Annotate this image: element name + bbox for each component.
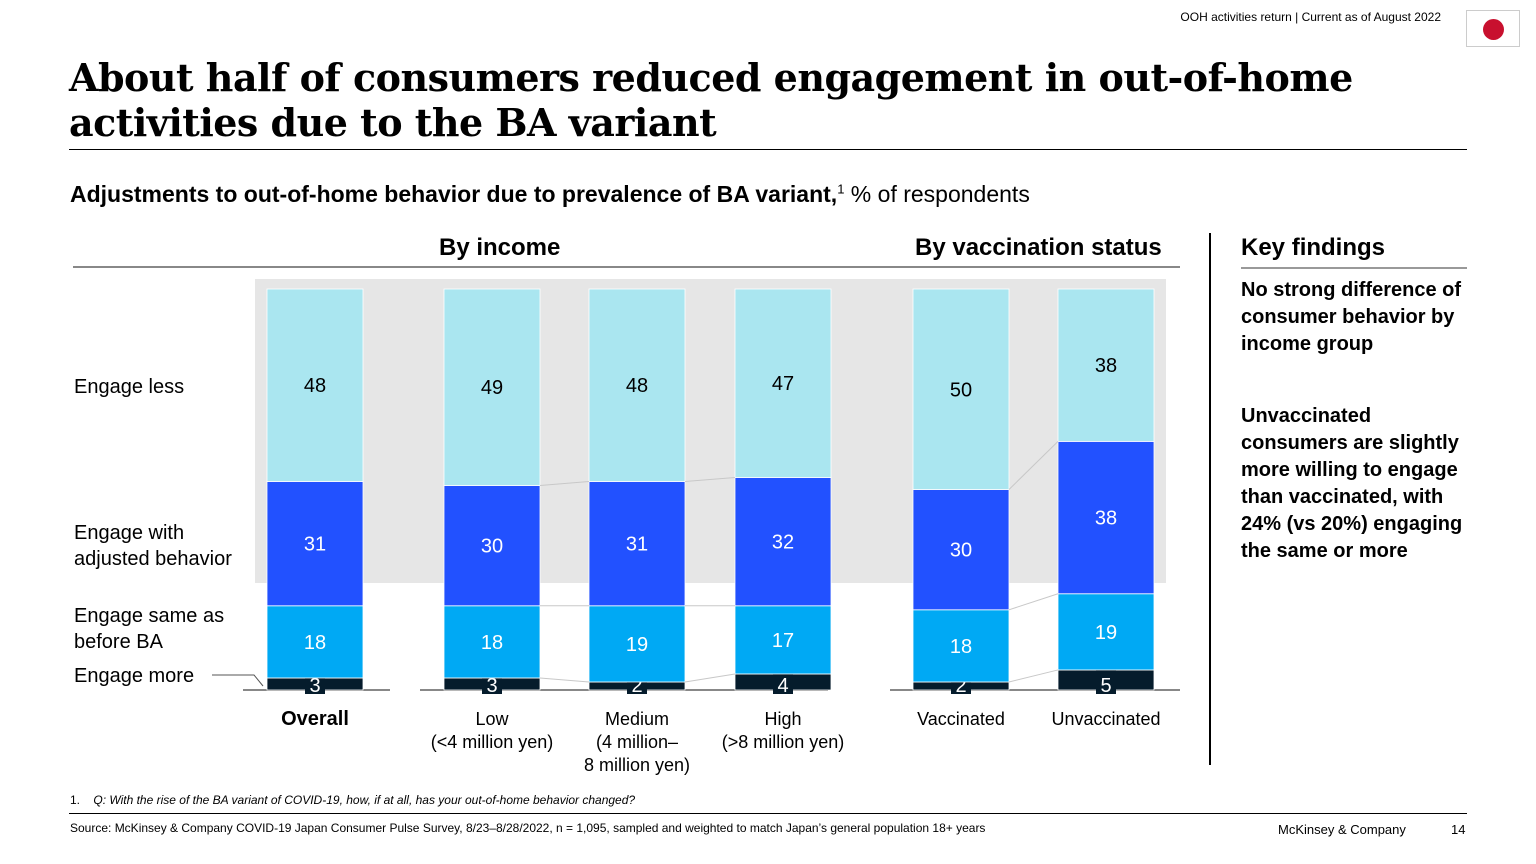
data-label: 17 [772, 630, 794, 652]
bar-segment [912, 288, 1010, 490]
data-label: 30 [950, 540, 972, 562]
data-label: 18 [481, 632, 503, 654]
bar-segment [588, 481, 686, 607]
bar-segment [734, 605, 832, 675]
data-label-box [1096, 668, 1116, 694]
key-findings-title: Key findings [1241, 234, 1386, 261]
shaded-band [255, 279, 1166, 583]
legend-engage-same: Engage same as before BA [74, 605, 225, 653]
brand-label: McKinsey & Company [1278, 822, 1406, 837]
connector-line [684, 673, 736, 683]
data-label: 19 [626, 634, 648, 656]
data-label: 49 [481, 377, 503, 399]
x-tick-label: Vaccinated [917, 709, 1005, 729]
key-finding-2: Unvaccinated consumers are slightly more… [1241, 405, 1463, 562]
data-label: 3 [309, 675, 320, 697]
bar-segment [266, 288, 364, 482]
connector-line [1008, 441, 1059, 490]
data-label: 48 [304, 375, 326, 397]
key-findings-rule [1241, 267, 1467, 269]
data-label: 2 [631, 675, 642, 697]
bar-segment [1057, 288, 1155, 442]
data-label: 4 [777, 675, 788, 697]
data-label: 38 [1095, 355, 1117, 377]
data-label: 48 [626, 375, 648, 397]
x-tick-label: Unvaccinated [1051, 709, 1161, 729]
connector-line [539, 480, 590, 486]
data-label: 31 [304, 534, 326, 556]
connector-line [1008, 669, 1059, 683]
data-label: 3 [486, 675, 497, 697]
group-header-vaccination: By vaccination status [915, 234, 1162, 261]
bar-segment [588, 605, 686, 683]
data-label: 2 [955, 675, 966, 697]
tracker-label: OOH activities return | Current as of Au… [1180, 10, 1441, 24]
footnote-number: 1. [70, 793, 81, 807]
subtitle-bold: Adjustments to out-of-home behavior due … [70, 181, 838, 207]
data-label: 18 [950, 636, 972, 658]
section-divider [1209, 233, 1211, 765]
data-label: 50 [950, 379, 972, 401]
footer-divider [69, 813, 1467, 814]
bar-segment [588, 288, 686, 482]
title-divider [69, 149, 1467, 150]
x-tick-label: Low (<4 million yen) [430, 709, 554, 752]
bar-segment [266, 481, 364, 607]
group-header-income: By income [439, 234, 561, 261]
bar-segment [266, 605, 364, 679]
japan-flag-icon [1466, 10, 1520, 47]
legend-engage-less: Engage less [74, 376, 185, 398]
bar-segment [1057, 593, 1155, 671]
chart-subtitle: Adjustments to out-of-home behavior due … [70, 181, 1030, 208]
data-label: 31 [626, 534, 648, 556]
data-label: 5 [1100, 675, 1111, 697]
key-finding-1: No strong difference of consumer behavio… [1241, 279, 1462, 355]
footnote: 1. Q: With the rise of the BA variant of… [70, 793, 635, 807]
connector-line [684, 476, 736, 482]
connector-line [1008, 593, 1059, 611]
page-number: 14 [1451, 822, 1466, 837]
legend-leader-line [212, 674, 264, 687]
subtitle-footnote-ref: 1 [837, 181, 845, 197]
x-tick-label: Medium (4 million– 8 million yen) [583, 709, 691, 775]
legend-engage-adjusted: Engage with adjusted behavior [74, 522, 232, 570]
footnote-text: Q: With the rise of the BA variant of CO… [93, 793, 636, 807]
bar-segment [443, 605, 541, 679]
legend-engage-more: Engage more [74, 665, 195, 687]
bar-segment [443, 288, 541, 486]
connector-line [539, 677, 590, 683]
subtitle-unit: % of respondents [844, 181, 1030, 207]
bar-segment [734, 477, 832, 607]
data-label: 18 [304, 632, 326, 654]
data-label: 38 [1095, 508, 1117, 530]
data-label: 19 [1095, 622, 1117, 644]
bar-segment [1057, 440, 1155, 595]
bar-segment [443, 485, 541, 607]
bar-segment [912, 489, 1010, 611]
data-label: 32 [772, 532, 794, 554]
data-label: 47 [772, 373, 794, 395]
source-note: Source: McKinsey & Company COVID-19 Japa… [70, 821, 986, 835]
x-tick-label: Overall [281, 708, 349, 730]
data-label-box [773, 668, 793, 694]
bar-segment [734, 288, 832, 478]
data-label: 30 [481, 536, 503, 558]
page-title: About half of consumers reduced engageme… [69, 55, 1353, 145]
x-tick-label: High (>8 million yen) [721, 709, 845, 752]
